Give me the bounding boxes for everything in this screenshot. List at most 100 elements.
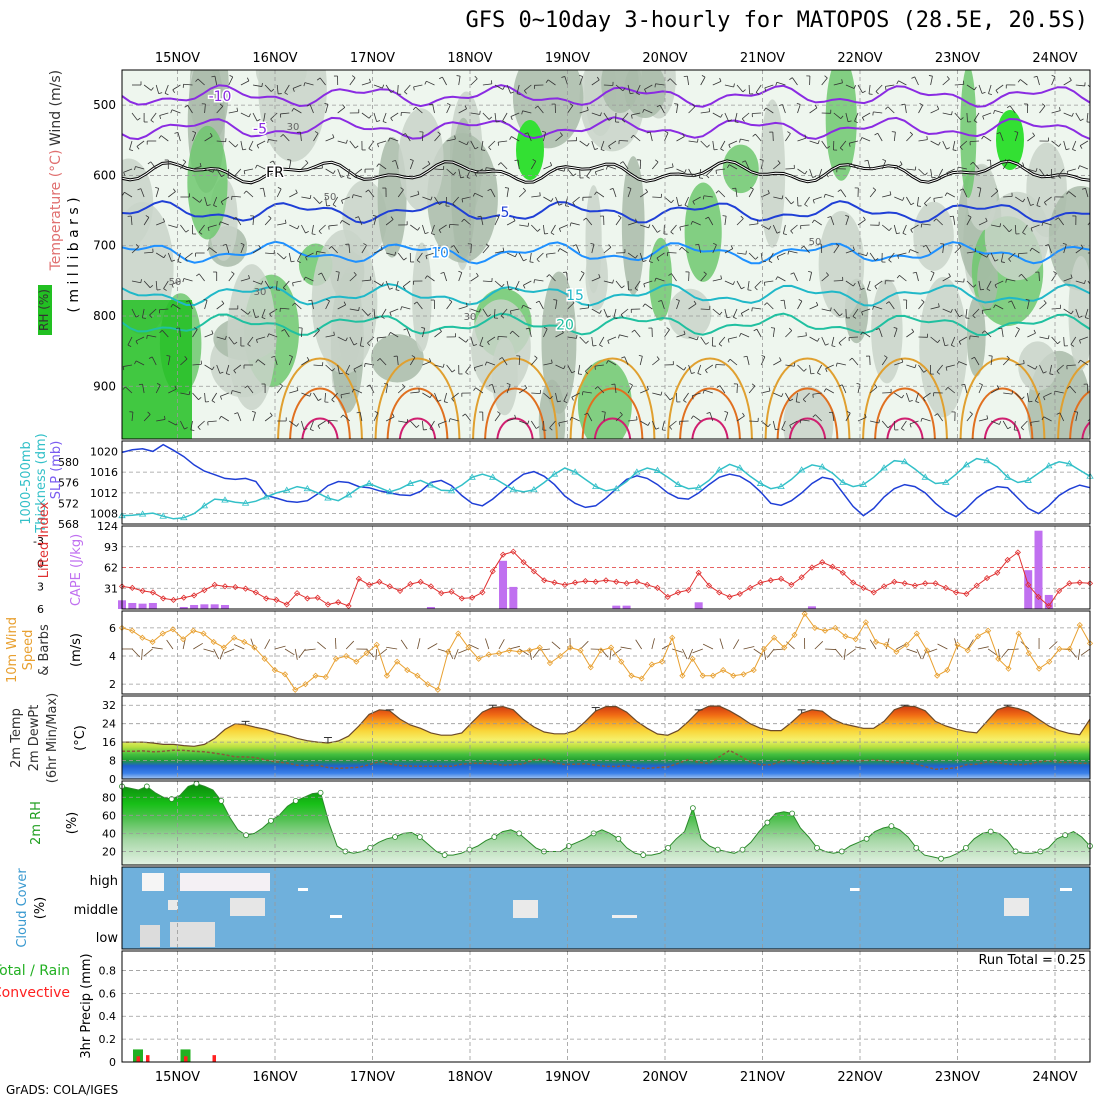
wind-barb xyxy=(220,392,229,397)
wind-barb xyxy=(470,336,474,346)
wind-barb xyxy=(644,303,653,310)
wind-barb-flag xyxy=(823,194,826,198)
wind-barb xyxy=(518,190,526,198)
wind-barb xyxy=(745,160,750,170)
wind-barb-flag xyxy=(804,134,807,139)
wind-barb-flag xyxy=(219,371,224,374)
wind-barb-flag xyxy=(826,173,829,178)
wind-barb xyxy=(990,356,993,366)
lifted-index-marker xyxy=(489,568,496,575)
wind-barb xyxy=(776,81,786,86)
wind-barb xyxy=(1003,195,1013,198)
wind-barb-flag xyxy=(236,107,239,112)
wind-barb xyxy=(1051,110,1061,114)
rh-marker xyxy=(441,852,448,858)
wind-barb-flag xyxy=(402,286,406,290)
wind-barb-flag xyxy=(326,298,330,302)
wind-barb xyxy=(458,272,463,282)
wind-barb-flag xyxy=(448,299,453,303)
wind-barb-flag xyxy=(244,385,248,389)
wind-barb-flag xyxy=(207,227,210,232)
wind-barb xyxy=(156,419,166,422)
wind-barb-flag xyxy=(553,299,557,301)
wind-barb xyxy=(594,364,604,367)
wind-barb xyxy=(518,252,524,262)
thickness-marker xyxy=(633,468,641,475)
wind-barb-flag xyxy=(841,79,843,83)
lifted-index-marker xyxy=(582,578,589,585)
wind-barb xyxy=(728,140,738,146)
wind-barb-flag xyxy=(497,411,501,415)
surface-wind-barb xyxy=(609,648,612,660)
wind-barb xyxy=(301,359,310,366)
wind-barb xyxy=(385,280,390,290)
wind-barb-flag xyxy=(803,368,807,372)
wind-barb xyxy=(821,336,826,346)
wind-barb xyxy=(197,420,205,428)
wind-barb-flag xyxy=(533,279,535,284)
wind-barb xyxy=(270,112,278,120)
wind-barb-flag xyxy=(394,251,397,256)
rh-marker xyxy=(466,846,473,853)
wind-barb-flag xyxy=(1022,198,1026,203)
wind-barb xyxy=(888,252,895,261)
wind-barb-flag xyxy=(619,411,623,416)
precip-tick: 0 xyxy=(109,1056,116,1069)
wind-barb xyxy=(135,166,145,170)
wind-barb-flag xyxy=(757,220,759,224)
wind-barb xyxy=(840,189,847,198)
lifted-index-marker xyxy=(273,596,280,604)
ylabel-temp-0: 2m Temp xyxy=(9,708,24,768)
wind-barb-flag xyxy=(137,188,142,191)
lifted-index-marker xyxy=(695,569,702,576)
wind-barb-flag xyxy=(728,119,733,122)
wind-speed-marker xyxy=(923,647,931,654)
precip-total-bar xyxy=(133,1049,143,1062)
wind-barb xyxy=(150,112,157,121)
wind-barb xyxy=(586,168,593,177)
wind-barb-flag xyxy=(719,311,723,316)
wind-barb xyxy=(570,222,580,226)
rh-marker xyxy=(143,783,150,790)
wind-barb xyxy=(522,304,532,310)
wind-barb-flag xyxy=(730,245,734,249)
wind-barb-flag xyxy=(668,273,672,276)
wind-barb xyxy=(129,140,133,150)
wind-barb-flag xyxy=(910,202,915,206)
wind-barb xyxy=(1069,385,1077,394)
wind-barb-flag xyxy=(569,103,573,106)
wind-barb xyxy=(705,364,714,371)
wind-barb xyxy=(788,250,798,254)
wind-barb-flag xyxy=(928,75,933,77)
wind-barb xyxy=(542,420,544,431)
wind-barb xyxy=(527,132,532,142)
temp-contour xyxy=(122,200,1090,224)
wind-barb xyxy=(782,104,786,114)
wind-barb xyxy=(765,107,774,114)
wind-barb-flag xyxy=(768,260,773,263)
wind-barb-flag xyxy=(815,301,819,306)
wind-barb-flag xyxy=(631,114,633,119)
wind-barb-flag xyxy=(767,423,771,428)
wind-barb-flag xyxy=(1041,416,1045,421)
wind-barb-flag xyxy=(764,87,767,92)
wind-barb xyxy=(262,188,266,198)
surface-wind-barb xyxy=(692,648,703,654)
wind-barb-flag xyxy=(226,373,230,376)
wind-barb-flag xyxy=(353,368,356,373)
wind-barb xyxy=(461,196,471,200)
wind-barb-flag xyxy=(781,393,784,397)
wind-barb-flag xyxy=(926,135,928,140)
temp-frame xyxy=(121,695,1091,780)
lifted-index-marker xyxy=(520,559,527,566)
wind-barb-flag xyxy=(296,423,299,427)
thickness-marker xyxy=(262,493,270,500)
surface-wind-barb xyxy=(635,639,642,650)
wind-barb xyxy=(325,334,335,338)
wind-barb-flag xyxy=(914,364,917,368)
wind-barb-flag xyxy=(162,218,165,222)
wind-barb xyxy=(395,160,399,170)
wind-barb xyxy=(809,140,819,145)
wind-barb xyxy=(567,364,573,374)
wind-barb-flag xyxy=(380,246,383,250)
